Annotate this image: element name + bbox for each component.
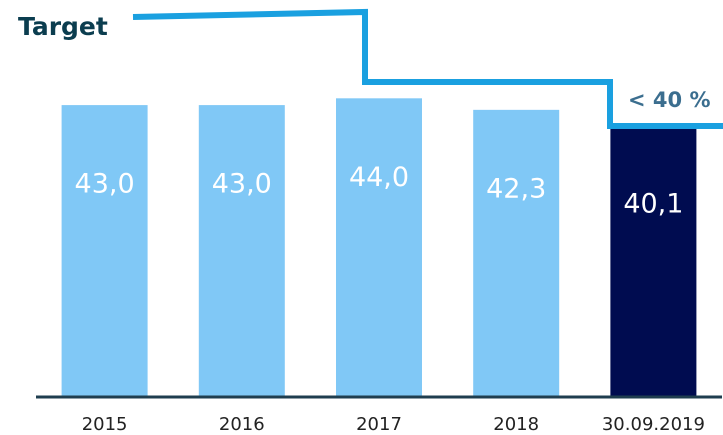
value-label: 43,0 bbox=[75, 169, 135, 200]
x-tick-label: 2017 bbox=[356, 414, 402, 435]
bar bbox=[473, 109, 560, 397]
value-label: 42,3 bbox=[486, 173, 546, 204]
bar bbox=[198, 105, 285, 397]
target-annotation: < 40 % bbox=[628, 88, 710, 112]
x-tick-label: 2016 bbox=[219, 414, 265, 435]
target-line bbox=[132, 8, 723, 129]
bar bbox=[336, 98, 422, 398]
x-tick-label: 30.09.2019 bbox=[602, 414, 705, 435]
value-label: 40,1 bbox=[623, 188, 683, 219]
value-label: 44,0 bbox=[349, 162, 409, 193]
bar bbox=[61, 105, 148, 397]
x-tick-label: 2018 bbox=[493, 414, 539, 435]
target-label: Target bbox=[18, 12, 108, 41]
x-tick-label: 2015 bbox=[82, 414, 128, 435]
value-label: 43,0 bbox=[212, 169, 272, 200]
bar bbox=[610, 124, 697, 398]
